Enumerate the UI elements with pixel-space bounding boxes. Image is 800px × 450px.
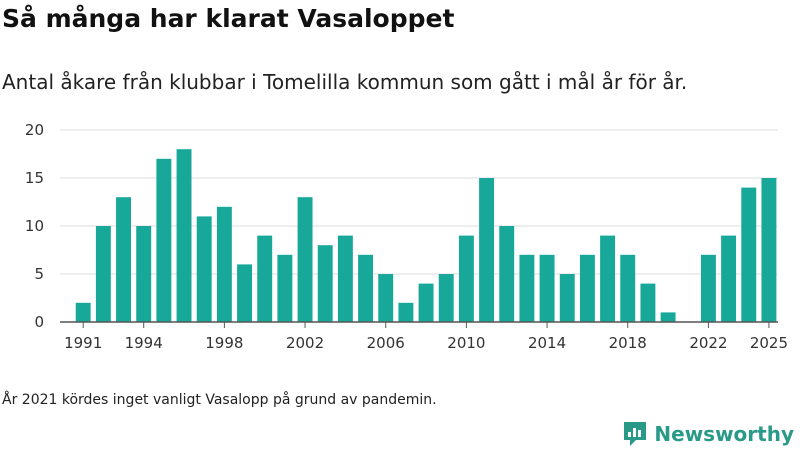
bar [95, 226, 111, 322]
bar [479, 178, 495, 322]
bar [539, 254, 555, 322]
bar [660, 312, 676, 322]
bar [378, 274, 394, 322]
x-tick-label: 1994 [125, 334, 163, 352]
y-tick-label: 5 [34, 265, 44, 283]
bar [358, 254, 374, 322]
brand-name: Newsworthy [654, 422, 794, 446]
bar-chart: 0 5 10 15 20 1991 1994 1998 2002 2006 2010 2014 201… [25, 121, 788, 352]
x-tick-label: 2018 [609, 334, 647, 352]
bar [136, 226, 152, 322]
chart-subtitle: Antal åkare från klubbar i Tomelilla kom… [2, 70, 688, 94]
x-tick-label: 1991 [64, 334, 102, 352]
x-axis-ticks: 1991 1994 1998 2002 2006 2010 2014 2018 2022 2025 [64, 322, 788, 352]
bar [257, 235, 273, 322]
bar [156, 158, 172, 322]
x-tick-label: 2006 [367, 334, 405, 352]
footnote: År 2021 kördes inget vanligt Vasalopp på… [2, 392, 437, 408]
bar [297, 197, 313, 322]
x-tick-label: 2025 [750, 334, 788, 352]
bar [620, 254, 636, 322]
bar [741, 187, 757, 322]
y-tick-label: 20 [25, 121, 44, 139]
bar [700, 254, 716, 322]
bar [398, 302, 414, 322]
bar [438, 274, 454, 322]
bar [499, 226, 515, 322]
bar [277, 254, 293, 322]
x-tick-label: 2010 [447, 334, 485, 352]
bar [721, 235, 737, 322]
bar [196, 216, 212, 322]
bar [519, 254, 535, 322]
bars [75, 149, 777, 322]
bar [579, 254, 595, 322]
bar [75, 302, 91, 322]
bar [317, 245, 333, 322]
x-tick-label: 2002 [286, 334, 324, 352]
y-axis-ticks: 0 5 10 15 20 [25, 121, 44, 331]
bar [458, 235, 474, 322]
x-tick-label: 1998 [205, 334, 243, 352]
bar [237, 264, 253, 322]
y-tick-label: 15 [25, 169, 44, 187]
y-tick-label: 0 [34, 313, 44, 331]
bar [176, 149, 192, 322]
bar [116, 197, 131, 322]
bar [761, 178, 777, 322]
newsworthy-logo-icon [624, 422, 647, 446]
x-tick-label: 2022 [689, 334, 727, 352]
y-tick-label: 10 [25, 217, 44, 235]
bar [337, 235, 353, 322]
bar [600, 235, 616, 322]
x-tick-label: 2014 [528, 334, 566, 352]
brand-logo: Newsworthy [622, 420, 794, 448]
chart-title: Så många har klarat Vasaloppet [2, 4, 455, 33]
bar [216, 206, 232, 322]
bar [418, 283, 434, 322]
bar [559, 274, 575, 322]
bar [640, 283, 656, 322]
